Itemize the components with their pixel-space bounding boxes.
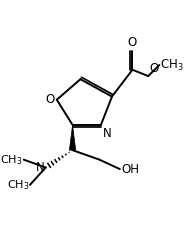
Text: CH$_3$: CH$_3$ (7, 178, 29, 192)
Text: N: N (102, 127, 111, 140)
Polygon shape (69, 125, 76, 150)
Text: CH$_3$: CH$_3$ (160, 58, 184, 73)
Text: N: N (36, 161, 44, 174)
Text: CH$_3$: CH$_3$ (0, 153, 23, 166)
Text: OH: OH (121, 163, 139, 176)
Text: O: O (128, 36, 137, 49)
Text: O: O (149, 62, 158, 75)
Text: O: O (45, 93, 54, 106)
